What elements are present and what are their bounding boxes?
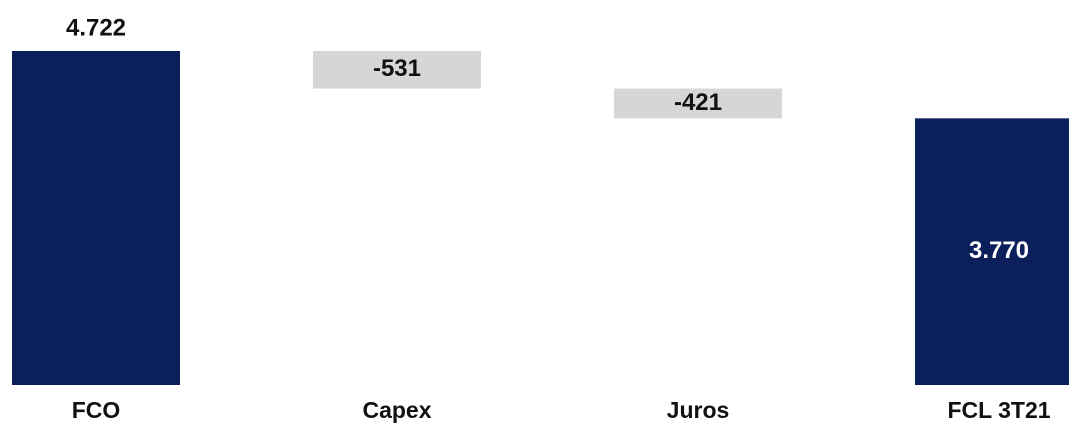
x-tick-label: Capex bbox=[362, 397, 431, 423]
value-label: -421 bbox=[674, 89, 722, 116]
value-label: 4.722 bbox=[66, 14, 126, 41]
value-label: -531 bbox=[373, 55, 421, 82]
bar bbox=[614, 88, 782, 119]
x-tick-label: Juros bbox=[667, 397, 730, 423]
bar bbox=[915, 118, 1069, 385]
bar bbox=[12, 51, 180, 385]
bar bbox=[313, 51, 481, 89]
value-label: 3.770 bbox=[969, 237, 1029, 264]
x-tick-label: FCL 3T21 bbox=[947, 397, 1050, 423]
x-tick-label: FCO bbox=[72, 397, 121, 423]
